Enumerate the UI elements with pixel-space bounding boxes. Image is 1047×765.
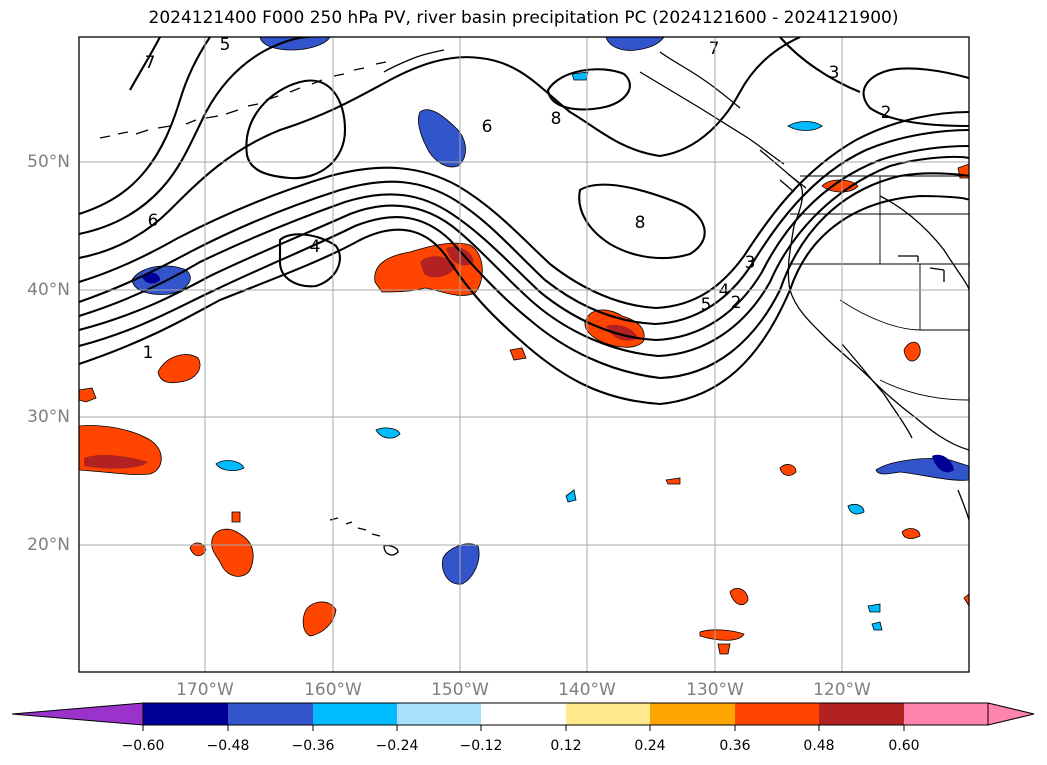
- contour-label: 1: [143, 343, 154, 363]
- contour-label: 6: [148, 211, 159, 231]
- colorbar-segment: [313, 703, 397, 725]
- contour-label: 5: [220, 35, 231, 55]
- map-title: 2024121400 F000 250 hPa PV, river basin …: [148, 8, 899, 28]
- colorbar-frame: [142, 702, 989, 726]
- contour-label: 7: [709, 39, 720, 59]
- colorbar-segment: [735, 703, 819, 725]
- lat-label: 20°N: [27, 535, 70, 555]
- colorbar-segment: [904, 703, 988, 725]
- map-figure: 5 7 6 4 1 6 8 8 7 3 2 5 4 3 2: [78, 35, 970, 673]
- colorbar-tick-label: 0.24: [634, 738, 666, 754]
- contour-label: 4: [310, 237, 321, 257]
- contour-label: 7: [145, 53, 156, 73]
- contour-labels: 5 7 6 4 1 6 8 8 7 3 2 5 4 3 2: [143, 35, 892, 363]
- colorbar-segment: [143, 703, 228, 725]
- colorbar-tick-label: −0.36: [291, 738, 335, 754]
- lon-label: 160°W: [304, 680, 362, 700]
- colorbar-segment: [397, 703, 481, 725]
- coastlines: [99, 49, 969, 556]
- lat-label: 30°N: [27, 407, 70, 427]
- pv-contours: [79, 37, 969, 406]
- colorbar-tick-label: 0.36: [719, 738, 751, 754]
- positive-precip-areas: [79, 163, 969, 655]
- lon-label: 150°W: [431, 680, 489, 700]
- colorbar-tick-label: 0.60: [888, 738, 920, 754]
- colorbar-segment: [481, 703, 566, 725]
- lat-label: 50°N: [27, 152, 70, 172]
- colorbar-ticks: [142, 725, 905, 731]
- colorbar-segment: [650, 703, 735, 725]
- political-borders: [790, 175, 969, 401]
- colorbar-extend-min: [11, 702, 144, 726]
- lon-label: 170°W: [176, 680, 234, 700]
- contour-label: 2: [881, 103, 892, 123]
- contour-label: 3: [829, 63, 840, 83]
- contour-label: 4: [719, 281, 730, 301]
- colorbar-segment: [566, 703, 650, 725]
- map-frame: [78, 36, 970, 673]
- colorbar-segment: [819, 703, 904, 725]
- colorbar-tick-label: −0.48: [206, 738, 250, 754]
- colorbar-extend-max: [987, 702, 1035, 726]
- colorbar-tick-label: 0.48: [803, 738, 835, 754]
- lon-label: 140°W: [558, 680, 616, 700]
- colorbar-tick-label: −0.24: [375, 738, 419, 754]
- contour-label: 8: [635, 213, 646, 233]
- colorbar-tick-label: −0.12: [459, 738, 503, 754]
- colorbar-tick-label: −0.60: [121, 738, 165, 754]
- contour-label: 6: [482, 117, 493, 137]
- lon-label: 130°W: [686, 680, 744, 700]
- lat-label: 40°N: [27, 280, 70, 300]
- contour-label: 3: [745, 253, 756, 273]
- contour-label: 8: [551, 109, 562, 129]
- colorbar-segment: [228, 703, 313, 725]
- gridlines: [79, 37, 969, 672]
- contour-label: 5: [701, 295, 712, 315]
- colorbar-tick-label: 0.12: [550, 738, 582, 754]
- lon-label: 120°W: [813, 680, 871, 700]
- colorbar-segments: [11, 702, 1035, 726]
- contour-label: 2: [731, 293, 742, 313]
